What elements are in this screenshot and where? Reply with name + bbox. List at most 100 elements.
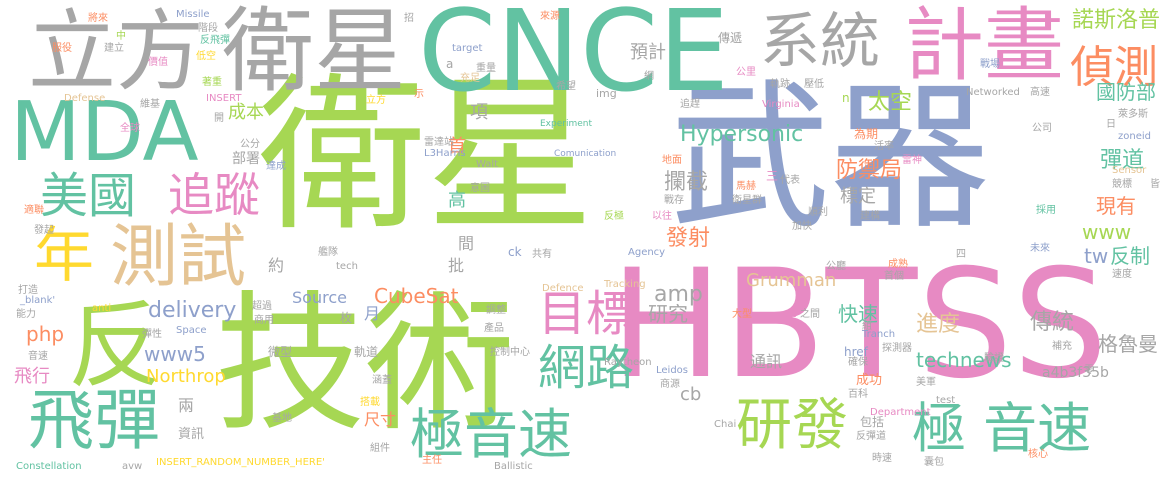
word-shiyong: 適聯 [24,205,44,216]
word-chuantong: 傳統 [1030,310,1075,335]
word-sensor: Sensor [1112,165,1147,176]
word-tw: tw [1084,244,1109,268]
word-sudu: 速度 [1112,269,1132,280]
word-weixing3: 微型 [268,345,293,359]
word-l3harris: L3Harris [424,148,466,159]
word-gongli: 公里 [736,67,756,78]
word-weilai: 未來 [1030,243,1050,254]
word-chanpin: 產品 [484,323,504,334]
word-leidos: Leidos [656,365,689,376]
word-zhongliang: 重量 [476,63,496,74]
word-amp: amp [654,282,703,307]
word-tech: tech [336,261,358,272]
word-guofangbu: 國防部 [1096,80,1156,104]
word-ri: 日 [1106,119,1116,130]
word-fashi: 發起 [34,225,54,236]
word-caiyong: 採用 [1036,205,1056,216]
word-fuyi: 服役 [52,43,72,54]
word-dazai: 搭載 [360,397,380,408]
word-gongxiang: 共有 [532,249,552,260]
word-zhancun: 戰存 [664,195,684,206]
word-tiaozheng: 調整 [486,305,506,316]
word-jieduan: 階段 [198,23,218,34]
word-zixun: 資訊 [178,427,205,442]
word-img: img [596,87,617,100]
word-shisu: 時速 [872,453,892,464]
word-hanmian: 涵蓋 [372,375,392,386]
word-chaoguo: 超過 [252,301,272,312]
word-fashe: 發射 [666,226,711,251]
word-chai: Chai [714,419,737,430]
word-insert-rand: INSERT_RANDOM_NUMBER_HERE' [156,457,325,468]
word-chengshu: 成熟 [888,259,908,270]
word-href: href [844,345,868,359]
word-walt: Walt [476,159,499,170]
word-cnce: CNCE [418,0,729,117]
word-mda: MDA [10,85,199,180]
word-weixing: 衛星 [258,58,594,254]
word-kuaisu: 快速 [838,302,878,326]
word-jiyinsu: 極音速 [410,403,572,466]
word-zu: 組 [862,321,872,332]
word-shangyuan: 商源 [660,379,680,390]
word-yue2: 約 [268,256,285,275]
word-kongzhizhongxin: 控制中心 [490,347,530,358]
word-cubesat: CubeSat [374,284,459,308]
word-wanglu: 網路 [538,340,635,396]
word-jingxian: 競標 [1112,179,1132,190]
word-ceshi: 測試 [110,218,247,297]
word-hexin: 核心 [1028,449,1048,460]
word-zujian: 組件 [370,443,390,454]
word-weiji: 維基 [140,99,160,110]
word-laimeng: 萊多斯 [1118,109,1148,120]
word-insert: INSERT [206,93,242,104]
word-xitong: 系統 [760,7,880,77]
word-shunli: 順利 [808,207,828,218]
word-laiyuan: 來源 [540,11,560,22]
word-ballistic: Ballistic [494,461,533,472]
word-lanjie: 攔截 [664,170,709,195]
word-zhao: 招 [404,13,414,24]
word-jianli: 建立 [104,43,124,54]
word-agency: Agency [628,247,666,258]
word-defense: Defense [64,93,106,104]
word-anti: anti [92,303,112,314]
word-jiancheng: 建構 [860,211,880,222]
word-chengben: 成本 [228,102,264,123]
word-comunication: Comunication [554,149,617,159]
word-jianglai: 將來 [88,13,108,24]
word-fan: 反 [68,292,163,401]
word-fanfeidan: 反飛彈 [200,35,230,46]
word-danjiao: 彈道 [1100,148,1145,173]
word-lingling: 零 [1084,365,1094,376]
word-jiangdi: 壓低 [804,79,824,90]
word-fanji: 反極 [604,211,624,222]
word-a: a [446,57,454,71]
word-php: php [26,322,65,346]
word-jiakuai: 加快 [792,221,812,232]
word-guiji: 軌跡 [770,79,790,90]
word-shi: 示 [414,89,424,100]
word-huolv: 活率 [874,141,894,152]
word-fanzhi: 反制 [1110,244,1150,268]
word-zhizhi: 之間 [800,309,820,320]
word-gongting: 公廳 [826,261,846,272]
word-virginia: Virginia [762,99,800,110]
word-dikong: 低空 [196,51,216,62]
word-grumman: Grumman [746,270,837,291]
word-gongfen: 公分 [240,139,260,150]
word-nuosi: 諾斯洛普 [1072,8,1161,33]
word-weixingqun: 衛星群 [732,195,762,206]
word-jian: 間 [458,234,475,253]
word-feixing: 飛行 [14,366,50,387]
word-dacheng: 達成 [266,161,286,172]
word-nengli: 能力 [16,309,36,320]
word-pi: 批 [448,256,465,275]
word-xiang: 項 [470,102,488,123]
word-baike: 百科 [848,389,868,400]
word-bushu: 部署 [232,151,260,167]
word-san: 三 [766,169,779,183]
word-tancezhe: 探測器 [882,343,912,354]
word-dayxing: 大型 [732,309,752,320]
